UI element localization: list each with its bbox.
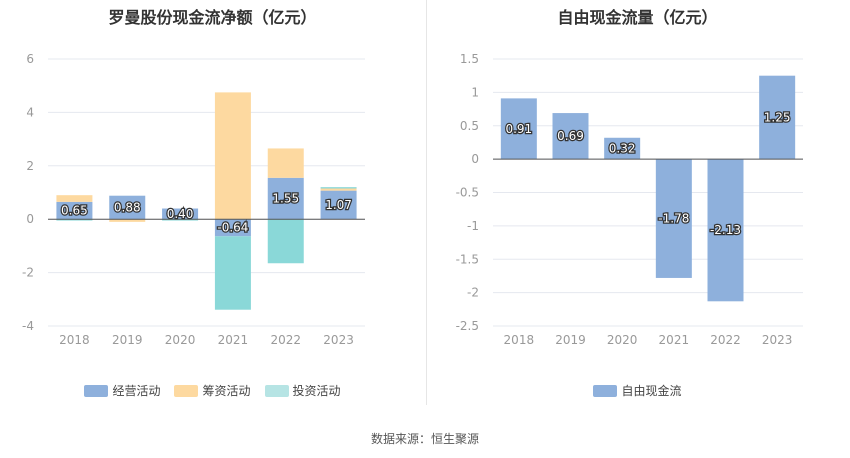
y-tick-label: -1.5 [456, 252, 479, 266]
bar-投资活动 [267, 219, 304, 264]
data-label: 0.65 [61, 204, 88, 218]
legend-item-financing[interactable]: 筹资活动 [174, 382, 251, 399]
x-tick-label: 2022 [710, 333, 741, 347]
bar-筹资活动 [109, 219, 146, 222]
cashflow-chart-panel: 罗曼股份现金流净额（亿元） -4 -2 0 2 4 6 2018 2019 2020 2021 20… [0, 0, 425, 410]
bar-筹资活动 [320, 188, 357, 191]
free-cashflow-chart: -2.5 -2 -1.5 -1 -0.5 0 0.5 1 1.5 2018 2019 2020 2021… [456, 52, 803, 347]
x-tick-label: 2019 [112, 333, 143, 347]
bar-筹资活动 [267, 148, 304, 178]
x-tick-label: 2020 [607, 333, 638, 347]
x-tick-label: 2018 [59, 333, 90, 347]
data-label: 1.55 [272, 192, 299, 206]
y-tick-label: -0.5 [456, 186, 479, 200]
legend-swatch-operating [84, 384, 109, 397]
x-tick-label: 2020 [165, 333, 196, 347]
bar-经营活动 [214, 219, 251, 237]
bar-经营活动 [109, 195, 146, 220]
legend-swatch-free-cash [593, 384, 618, 397]
legend-label-operating: 经营活动 [112, 384, 161, 398]
data-label: 0.40 [167, 207, 194, 221]
bar-自由现金流 [552, 113, 589, 160]
bar-自由现金流 [655, 159, 692, 278]
y-tick-label: -2.5 [456, 319, 479, 333]
legend-item-operating[interactable]: 经营活动 [84, 382, 160, 399]
bar-经营活动 [162, 208, 199, 220]
x-tick-label: 2021 [659, 333, 690, 347]
bar-经营活动 [267, 177, 304, 220]
bar-投资活动 [320, 187, 357, 189]
bar-投资活动 [56, 219, 93, 221]
x-tick-label: 2023 [762, 333, 793, 347]
data-label: 0.69 [557, 129, 584, 143]
data-label: 1.07 [325, 198, 352, 212]
data-source-note: 数据来源：恒生聚源 [370, 432, 479, 446]
bar-经营活动 [320, 190, 357, 220]
y-tick-label: 4 [26, 105, 34, 119]
bar-自由现金流 [707, 159, 744, 302]
y-tick-label: 1 [471, 85, 479, 99]
legend-label-free-cash: 自由现金流 [621, 384, 682, 398]
data-label: -0.64 [217, 221, 248, 235]
legend-item-investing[interactable]: 投资活动 [264, 382, 341, 399]
legend-swatch-financing [174, 384, 199, 397]
y-tick-label: -2 [467, 286, 479, 300]
y-tick-label: 1.5 [460, 52, 479, 66]
x-tick-label: 2019 [555, 333, 586, 347]
free-cashflow-legend: 自由现金流 [425, 382, 850, 399]
free-cashflow-chart-title: 自由现金流量（亿元） [557, 8, 718, 27]
free-cashflow-chart-panel: 自由现金流量（亿元） -2.5 -2 -1.5 -1 -0.5 0 0.5 1 1.5 2018 2… [425, 0, 850, 410]
y-tick-label: 0 [471, 152, 479, 166]
y-tick-label: 0 [26, 212, 34, 226]
x-tick-label: 2023 [323, 333, 354, 347]
legend-swatch-investing [264, 384, 289, 397]
data-label: 0.88 [114, 200, 141, 214]
y-tick-label: -4 [22, 319, 34, 333]
cashflow-chart-title: 罗曼股份现金流净额（亿元） [108, 8, 317, 27]
y-tick-label: 0.5 [460, 119, 479, 133]
bar-筹资活动 [56, 195, 93, 202]
y-tick-label: 6 [26, 52, 34, 66]
x-tick-label: 2022 [270, 333, 301, 347]
data-label: -2.13 [710, 223, 741, 237]
y-tick-label: -1 [467, 219, 479, 233]
cashflow-legend: 经营活动 筹资活动 投资活动 [0, 382, 425, 399]
bar-自由现金流 [500, 98, 537, 160]
data-label: 1.25 [764, 110, 791, 124]
legend-label-investing: 投资活动 [292, 384, 341, 398]
data-label: 0.32 [609, 141, 636, 155]
cashflow-chart: -4 -2 0 2 4 6 2018 2019 2020 2021 2022 2023 0.65 0.88… [22, 52, 365, 347]
legend-label-financing: 筹资活动 [202, 384, 251, 398]
x-tick-label: 2021 [218, 333, 249, 347]
bar-筹资活动 [214, 92, 251, 220]
legend-item-free-cash[interactable]: 自由现金流 [593, 382, 682, 399]
y-tick-label: 2 [26, 159, 34, 173]
panel-divider [426, 0, 427, 405]
bar-投资活动 [214, 236, 251, 310]
bar-自由现金流 [604, 137, 641, 160]
data-label: 0.91 [505, 122, 532, 136]
bar-经营活动 [56, 201, 93, 220]
bar-自由现金流 [759, 75, 796, 160]
data-label: -1.78 [658, 212, 689, 226]
x-tick-label: 2018 [504, 333, 535, 347]
y-tick-label: -2 [22, 266, 34, 280]
bar-投资活动 [162, 219, 199, 221]
